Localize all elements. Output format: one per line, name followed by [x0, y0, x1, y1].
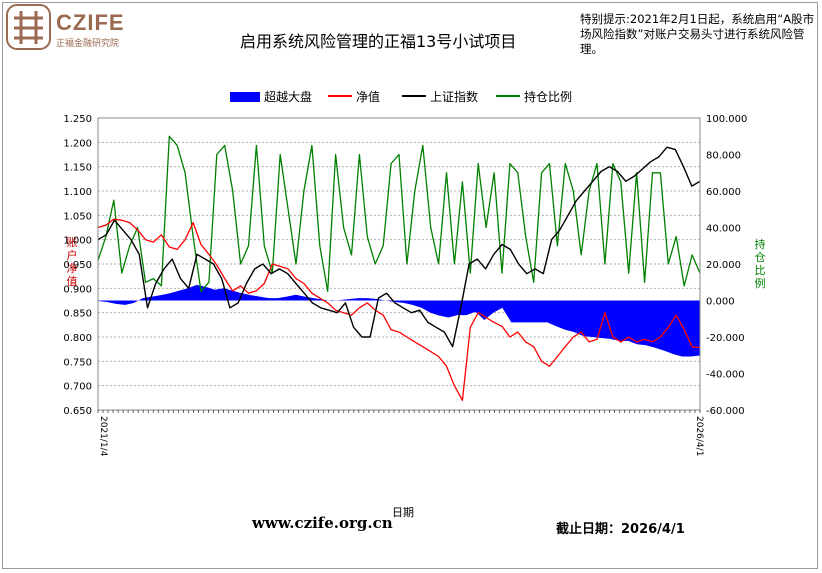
logo-subtitle: 正福金融研究院: [56, 39, 120, 49]
y-tick-left: 0.700: [63, 382, 92, 393]
y-tick-right: 20.000: [706, 260, 741, 271]
y-tick-left: 1.000: [63, 236, 92, 247]
legend-label-excess: 超越大盘: [264, 90, 313, 104]
y-tick-right: 100.000: [706, 114, 747, 125]
y-tick-left: 0.650: [63, 406, 92, 417]
y-tick-left: 1.250: [63, 114, 92, 125]
y-tick-left: 1.100: [63, 187, 92, 198]
x-tick-label-start: 2021/1/4: [98, 416, 108, 457]
y-axis-left-label: 账户净值: [66, 236, 78, 288]
legend-swatch-index: [402, 95, 426, 97]
legend-item-nav: 净值: [328, 88, 380, 105]
y-tick-left: 0.800: [63, 333, 92, 344]
legend-swatch-nav: [328, 95, 352, 97]
legend-label-nav: 净值: [356, 90, 381, 104]
legend-swatch-excess: [230, 92, 260, 102]
legend-item-index: 上证指数: [402, 88, 478, 105]
footer-date: 截止日期：2026/4/1: [556, 522, 685, 537]
y-tick-right: 0.000: [706, 297, 735, 308]
series-line-nav: [97, 218, 701, 401]
y-tick-right: -60.000: [706, 406, 745, 417]
series-line-index: [97, 146, 701, 348]
legend-label-index: 上证指数: [430, 90, 479, 104]
y-tick-right: 40.000: [706, 224, 741, 235]
y-tick-left: 0.900: [63, 284, 92, 295]
y-tick-right: 80.000: [706, 151, 741, 162]
y-tick-right: -40.000: [706, 370, 745, 381]
y-tick-left: 0.850: [63, 309, 92, 320]
y-tick-left: 0.750: [63, 357, 92, 368]
y-tick-right: 60.000: [706, 187, 741, 198]
x-tick-label-end: 2026/4/1: [694, 416, 704, 456]
legend-item-position: 持仓比例: [496, 88, 572, 105]
legend-label-position: 持仓比例: [524, 90, 573, 104]
footer-url: www.czife.org.cn: [252, 514, 393, 532]
y-tick-right: -20.000: [706, 333, 745, 344]
series-line-position: [97, 135, 701, 293]
y-tick-left: 1.150: [63, 163, 92, 174]
legend-swatch-position: [496, 95, 520, 97]
legend-item-excess: 超越大盘: [230, 88, 312, 105]
logo-text: CZIFE: [56, 10, 125, 35]
logo-icon: [6, 4, 51, 50]
notice-text: 特别提示:2021年2月1日起，系统启用“A股市场风险指数”对账户交易头寸进行系…: [580, 12, 815, 56]
chart-title: 启用系统风险管理的正福13号小试项目: [240, 32, 517, 51]
y-tick-left: 1.050: [63, 211, 92, 222]
series-area-excess: [98, 284, 700, 357]
y-tick-left: 0.950: [63, 260, 92, 271]
x-axis-label: 日期: [392, 506, 414, 519]
y-tick-left: 1.200: [63, 138, 92, 149]
y-axis-right-label: 持仓比例: [754, 238, 766, 290]
